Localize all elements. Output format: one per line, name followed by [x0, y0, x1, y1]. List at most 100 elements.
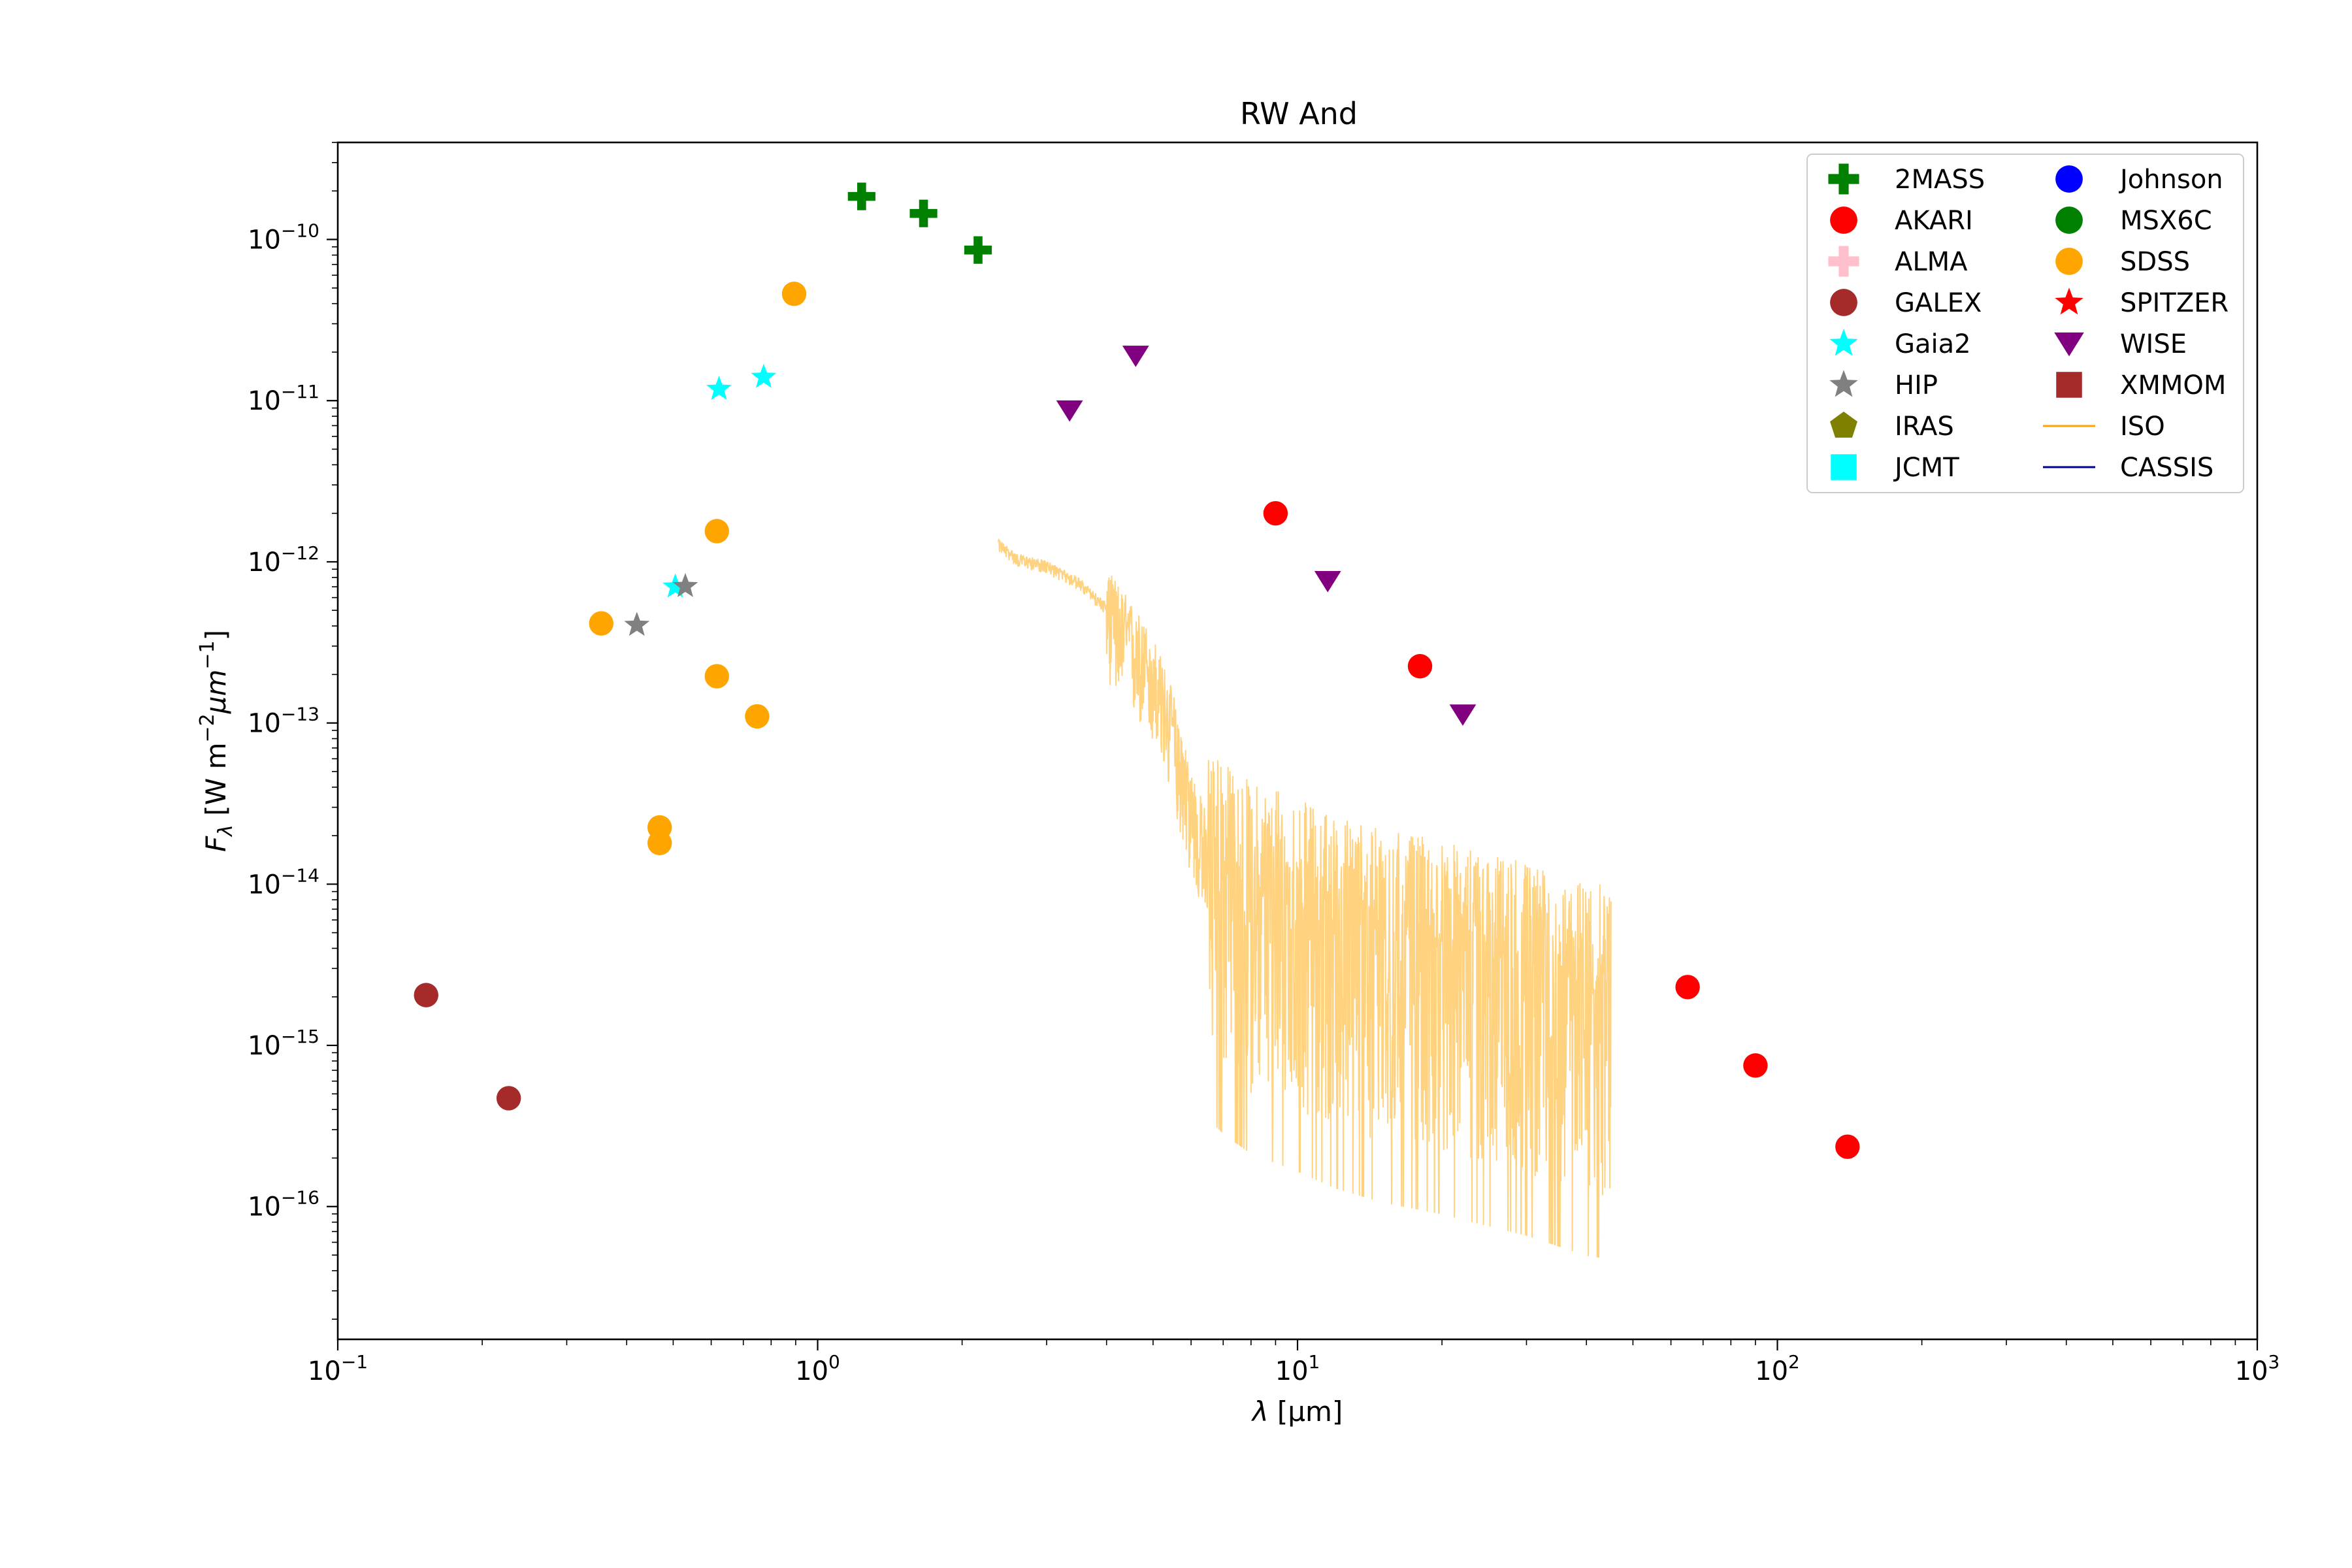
data-point-gaia2 — [751, 363, 777, 388]
legend-marker-sdss — [2055, 248, 2083, 275]
legend-item-msx6c: MSX6C — [2055, 206, 2212, 236]
legend-item-xmmom: XMMOM — [2056, 370, 2226, 400]
legend-item-iras: IRAS — [1830, 411, 1954, 442]
legend-item-hip: HIP — [1829, 370, 1938, 400]
legend: 2MASS AKARI ALMA GALEX Gaia2 HIP IRAS JCMT Johns… — [1806, 154, 2244, 493]
x-tick-label: 103 — [2235, 1351, 2280, 1386]
chart-title: RW And — [1240, 96, 1358, 131]
x-axis-label: λ [μm] — [1251, 1396, 1343, 1428]
legend-label: SPITZER — [2120, 288, 2229, 318]
legend-label: 2MASS — [1895, 165, 1985, 195]
legend-marker-gaia2 — [1829, 329, 1858, 356]
legend-label: WISE — [2120, 329, 2187, 359]
data-point-sdss — [704, 664, 729, 689]
data-point-akari — [1675, 975, 1700, 1000]
legend-marker-alma — [1828, 246, 1859, 277]
data-point-gaia2 — [662, 573, 688, 598]
legend-marker-akari — [1830, 206, 1857, 234]
legend-item-johnson: Johnson — [2055, 165, 2223, 195]
y-tick-label: 10−14 — [248, 864, 319, 900]
data-point-wise — [1314, 571, 1341, 593]
legend-label: ISO — [2120, 412, 2165, 442]
legend-marker-galex — [1830, 289, 1857, 316]
iso-spectrum-line — [998, 538, 1612, 1258]
legend-item-galex: GALEX — [1830, 288, 1982, 318]
legend-label: SDSS — [2120, 247, 2190, 277]
legend-label: IRAS — [1895, 412, 1954, 442]
data-point-sdss — [647, 830, 672, 856]
data-point-wise — [1449, 704, 1477, 726]
y-axis-subscript: λ — [214, 825, 237, 838]
axis-ticks: 10−1 100 101 102 103 10−16 10−15 10−14 10−13 10−1… — [248, 142, 2279, 1386]
data-point-2mass — [909, 199, 938, 227]
legend-marker-2mass — [1828, 163, 1859, 195]
data-point-gaia2 — [706, 376, 732, 400]
data-point-2mass — [964, 236, 992, 264]
y-tick-label: 10−16 — [248, 1187, 319, 1222]
legend-item-2mass: 2MASS — [1828, 163, 1985, 195]
legend-marker-msx6c — [2055, 206, 2083, 234]
legend-label: MSX6C — [2120, 206, 2212, 236]
data-points — [414, 182, 1860, 1159]
legend-label: Johnson — [2118, 165, 2223, 195]
data-point-galex — [414, 983, 438, 1007]
y-axis-unit-post: ] — [200, 630, 232, 640]
legend-box — [1806, 154, 2244, 493]
data-point-2mass — [847, 182, 875, 210]
y-tick-label: 10−11 — [248, 381, 319, 416]
y-tick-label: 10−12 — [248, 542, 319, 578]
legend-marker-spitzer — [2055, 287, 2083, 315]
data-point-akari — [1835, 1134, 1860, 1159]
data-point-sdss — [589, 611, 613, 636]
data-point-akari — [1407, 654, 1433, 679]
y-tick-label: 10−15 — [248, 1026, 319, 1061]
x-tick-label: 10−1 — [308, 1351, 368, 1386]
legend-label: AKARI — [1895, 206, 1973, 236]
legend-label: JCMT — [1893, 453, 1959, 483]
legend-label: ALMA — [1895, 247, 1968, 277]
legend-item-alma: ALMA — [1828, 246, 1968, 277]
x-axis-symbol: λ — [1251, 1396, 1269, 1428]
x-tick-label: 101 — [1275, 1351, 1320, 1386]
legend-item-spitzer: SPITZER — [2055, 287, 2229, 318]
data-point-hip — [624, 612, 650, 636]
data-point-hip — [672, 572, 698, 597]
legend-item-gaia2: Gaia2 — [1829, 329, 1971, 359]
legend-label: GALEX — [1895, 288, 1982, 318]
y-axis-exp-1: −2 — [196, 713, 219, 742]
legend-marker-wise — [2054, 332, 2084, 357]
data-point-wise — [1122, 346, 1149, 367]
data-point-akari — [1743, 1053, 1768, 1078]
data-point-sdss — [745, 704, 770, 729]
y-tick-label: 10−13 — [248, 704, 319, 739]
data-point-galex — [496, 1086, 521, 1111]
legend-label: XMMOM — [2120, 370, 2226, 400]
legend-label: Gaia2 — [1895, 329, 1971, 359]
y-tick-label: 10−10 — [248, 220, 319, 255]
y-axis-symbol: F — [200, 836, 232, 852]
data-point-sdss — [781, 282, 807, 306]
x-tick-label: 102 — [1755, 1351, 1800, 1386]
y-axis-unit-pre: [W m — [200, 743, 232, 825]
legend-item-iso: ISO — [2043, 412, 2165, 442]
legend-label: CASSIS — [2120, 453, 2213, 483]
data-point-akari — [1263, 500, 1288, 526]
data-point-sdss — [704, 519, 729, 544]
legend-marker-johnson — [2055, 165, 2083, 193]
legend-item-jcmt: JCMT — [1831, 453, 1959, 483]
legend-item-cassis: CASSIS — [2043, 453, 2213, 483]
legend-label: HIP — [1895, 370, 1938, 400]
y-axis-label: Fλ [W m−2μm−1] — [196, 630, 237, 852]
legend-marker-hip — [1829, 370, 1858, 397]
legend-item-akari: AKARI — [1830, 206, 1973, 236]
y-axis-exp-2: −1 — [196, 640, 219, 669]
y-axis-unit-mid: μm — [200, 670, 232, 715]
legend-marker-jcmt — [1831, 454, 1857, 480]
iso-spectrum — [998, 538, 1612, 1258]
legend-marker-iras — [1830, 411, 1857, 438]
legend-item-wise: WISE — [2054, 329, 2187, 359]
x-axis-unit: [μm] — [1269, 1396, 1343, 1428]
x-tick-label: 100 — [795, 1351, 840, 1386]
data-point-wise — [1056, 400, 1083, 422]
